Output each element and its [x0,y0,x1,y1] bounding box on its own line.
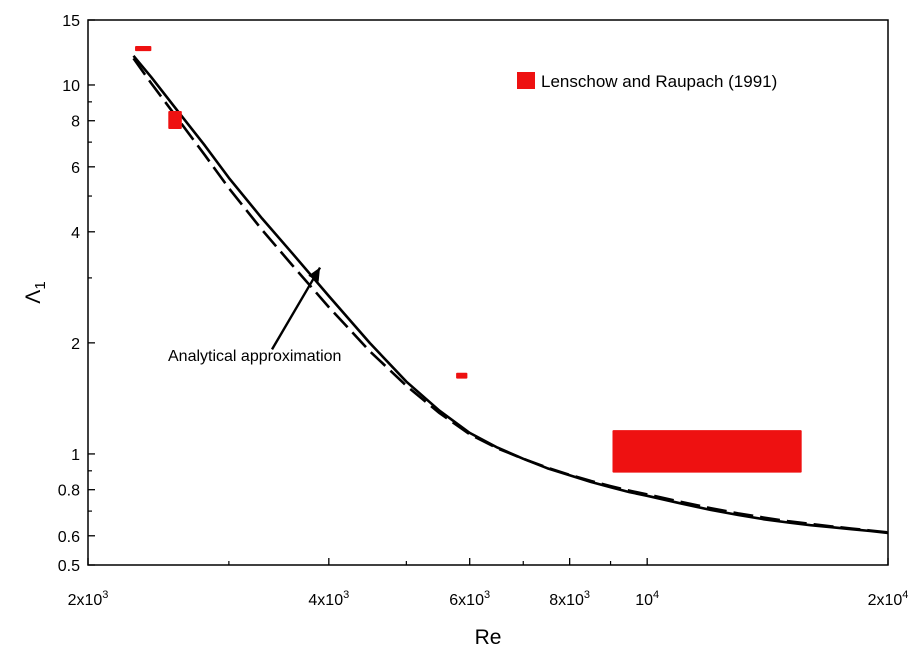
x-axis-title: Re [475,626,502,649]
series-layer [132,54,889,535]
y-tick-label: 2 [71,336,80,353]
x-tick-label: 2x104 [868,589,909,609]
y-tick-label: 4 [71,225,80,242]
y-tick-label: 8 [71,114,80,131]
y-tick-label: 10 [62,78,80,95]
y-tick-label: 0.8 [58,483,80,500]
axis-layer: 2x103 4x103 6x103 8x103 104 2x104 0.5 0.6 0.8 1 2 4… [58,13,909,609]
data-box [456,372,468,379]
annotation-label: Analytical approximation [168,348,341,365]
annotation-arrow [270,266,322,350]
legend-label: Lenschow and Raupach (1991) [541,72,777,91]
x-tick-label: 2x103 [68,589,109,609]
y-tick-label: 0.6 [58,529,80,546]
x-tick-label: 6x103 [449,589,490,609]
x-tick-label: 8x103 [549,589,590,609]
y-tick-label: 0.5 [58,558,80,575]
annotation-arrow-head [308,267,321,282]
data-box [135,46,152,52]
data-box [612,430,802,473]
y-tick-label: 15 [62,13,80,30]
y-axis-symbol: Λ [22,290,45,304]
y-axis-subscript: 1 [32,281,49,289]
y-tick-label: 6 [71,160,80,177]
legend: Lenschow and Raupach (1991) [517,72,777,91]
series-dashed-line [132,57,889,534]
x-tick-label: 4x103 [308,589,349,609]
plot-frame [87,19,889,566]
data-box [168,111,182,129]
x-tick-label: 104 [635,589,659,609]
data-box-layer [135,46,802,473]
annotation: Analytical approximation [168,266,341,365]
y-tick-label: 1 [71,447,80,464]
y-axis-title: Λ1 [22,281,49,303]
legend-swatch [517,72,535,89]
